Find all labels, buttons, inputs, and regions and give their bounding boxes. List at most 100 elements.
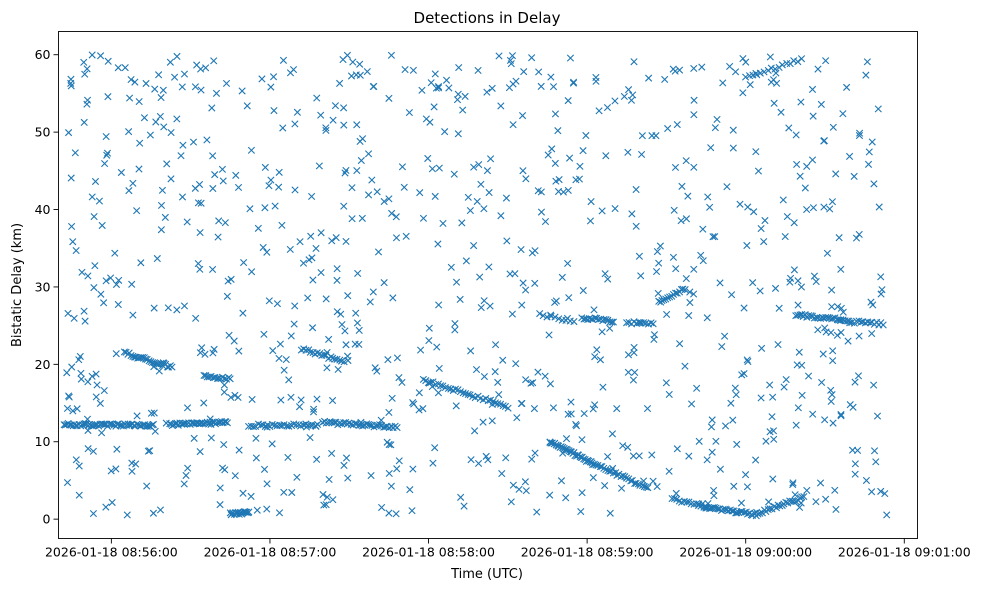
data-point [357,156,365,165]
data-point [731,68,740,76]
data-point [539,312,547,320]
data-point [569,79,578,87]
data-point [537,208,546,216]
data-point [184,464,192,472]
data-point [227,275,235,283]
data-point [133,412,141,420]
data-point [278,221,286,229]
data-point [649,477,657,485]
data-point [77,369,85,377]
data-point [808,85,817,93]
data-point [498,469,506,478]
data-point [96,399,104,407]
data-point [103,151,111,159]
data-point [263,505,271,513]
data-point [252,434,260,442]
data-point [83,415,92,423]
data-point [143,422,152,430]
data-point [629,91,637,99]
data-point [263,423,271,431]
data-point [872,458,880,466]
data-point [137,259,145,267]
data-point [758,344,766,352]
data-point [517,399,525,408]
data-point [547,311,555,319]
data-point [587,198,595,206]
data-point [541,372,549,380]
data-point [92,370,100,378]
data-point [698,63,706,71]
data-point [428,165,437,173]
data-point [72,456,80,464]
data-point [835,234,843,242]
data-point [358,135,367,143]
data-point [877,273,885,281]
data-point [821,416,829,424]
data-point [632,185,640,194]
data-point [686,288,694,296]
data-point [291,186,299,194]
data-point [480,372,488,381]
data-point [720,332,729,340]
data-point [744,357,752,366]
data-point [392,213,400,221]
data-point [710,486,718,494]
data-point [353,319,362,327]
data-point [832,170,840,178]
data-point [115,276,123,284]
data-point [92,393,100,401]
data-point [602,152,610,160]
data-point [384,356,392,364]
data-point [728,507,736,515]
data-point [309,408,318,416]
data-point [829,347,837,355]
data-point [780,383,788,391]
data-point [582,131,590,140]
data-point [527,379,535,387]
data-point [80,420,88,428]
data-point [855,332,863,340]
data-point [564,259,572,268]
data-point [69,407,77,415]
data-point [843,83,851,91]
data-point [366,421,374,429]
y-tick-label: 60 [35,47,51,62]
data-point [136,139,144,147]
data-point [515,485,523,493]
data-point [347,72,356,80]
data-point [739,54,747,63]
data-point [431,192,439,200]
data-point [341,327,349,335]
data-point [103,149,112,157]
data-point [766,53,774,61]
data-point [695,437,703,445]
data-point [869,301,877,309]
data-point [671,67,679,75]
data-point [83,100,91,108]
data-point [309,276,317,284]
data-point [313,349,321,357]
data-point [672,289,680,297]
y-tick-label: 20 [35,357,51,372]
data-point [622,474,631,482]
data-point [322,124,330,132]
data-point [676,340,684,348]
data-point [97,290,105,298]
data-point [93,381,101,389]
data-point [406,486,414,494]
data-point [287,393,295,401]
data-point [716,465,725,473]
data-point [457,493,465,501]
data-point [234,183,243,192]
data-point [99,420,108,428]
data-point [328,449,336,457]
data-point [151,85,159,93]
data-point [364,191,373,199]
data-point [215,217,223,225]
data-point [803,205,811,214]
data-point [392,510,400,518]
data-point [580,409,588,418]
data-point [480,205,488,213]
data-point [313,395,321,403]
data-point [508,52,517,60]
